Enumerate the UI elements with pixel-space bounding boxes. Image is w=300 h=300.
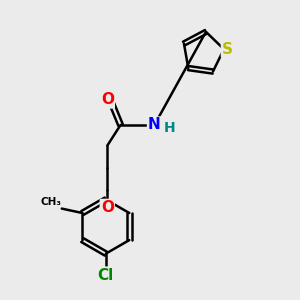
Text: O: O [101, 92, 114, 107]
Text: CH₃: CH₃ [41, 197, 62, 207]
Text: H: H [164, 121, 176, 135]
Text: N: N [148, 118, 161, 133]
Text: Cl: Cl [98, 268, 114, 283]
Text: S: S [222, 42, 233, 57]
Text: O: O [101, 200, 114, 215]
